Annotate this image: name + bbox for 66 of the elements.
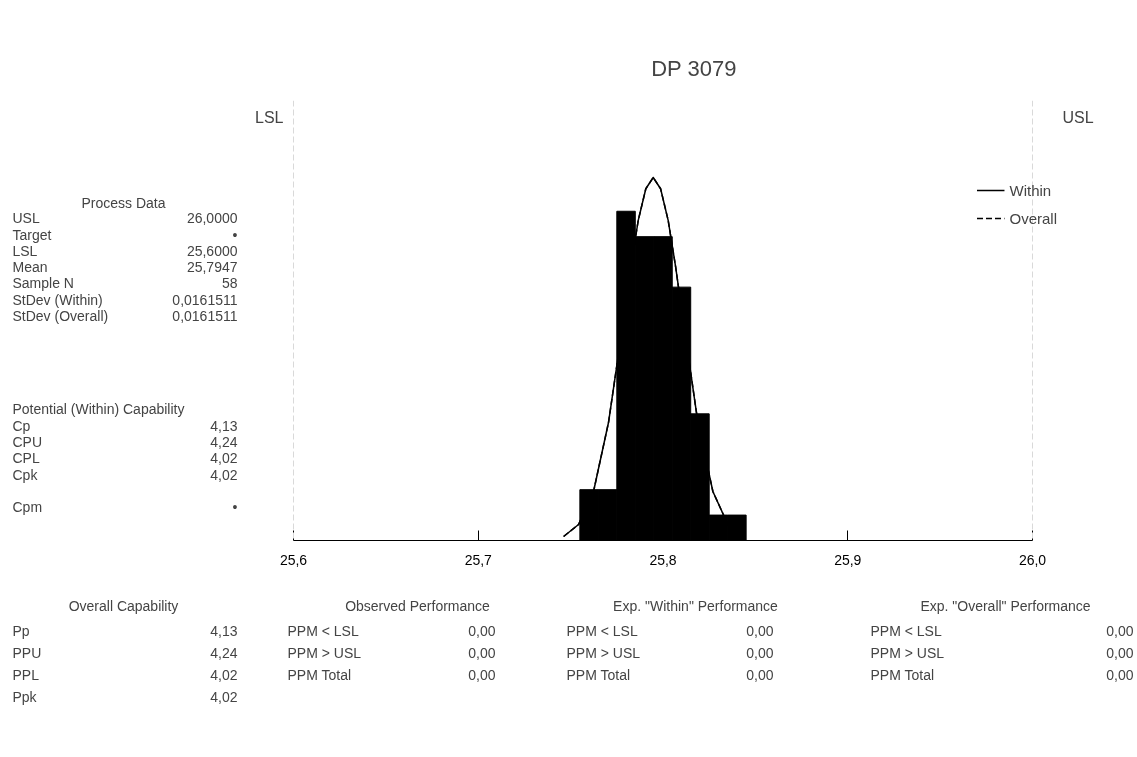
text: 25,7947 <box>186 258 238 275</box>
text: 0,0161511 <box>172 308 238 325</box>
text: Sample N <box>12 275 74 292</box>
text: 0,00 <box>468 666 496 683</box>
text: Overall Capability <box>68 597 179 614</box>
text: 58 <box>221 275 238 292</box>
text: 0,00 <box>1106 622 1134 639</box>
text: Cpm <box>12 498 43 515</box>
text: 4,02 <box>210 688 238 705</box>
chart-title: DP 3079 <box>651 55 737 81</box>
ref-line-label: LSL <box>255 109 284 126</box>
x-tick-label: 25,6 <box>279 551 308 568</box>
text: Observed Performance <box>345 597 491 614</box>
text: 0,00 <box>746 622 774 639</box>
text: Cp <box>12 417 31 434</box>
text: PPM < LSL <box>870 622 942 639</box>
text: StDev (Overall) <box>12 308 109 325</box>
text: 4,24 <box>210 644 238 661</box>
text: Exp. "Overall" Performance <box>920 597 1091 614</box>
text: PPM < LSL <box>287 622 359 639</box>
text: PPM Total <box>870 666 935 683</box>
text: 4,13 <box>210 417 238 434</box>
text: Mean <box>12 258 48 275</box>
text: Cpk <box>12 466 39 483</box>
text: PPM Total <box>287 666 352 683</box>
text: • <box>232 498 238 515</box>
text: PPM > USL <box>870 644 945 661</box>
text: 0,00 <box>1106 666 1134 683</box>
x-tick-label: 26,0 <box>1018 551 1047 568</box>
text: 0,00 <box>1106 644 1134 661</box>
text: 0,00 <box>468 622 496 639</box>
text: PPM Total <box>566 666 631 683</box>
text: 0,0161511 <box>172 291 238 308</box>
text: 4,02 <box>210 666 238 683</box>
text: CPU <box>12 434 43 451</box>
text: • <box>232 226 238 243</box>
text: CPL <box>12 450 40 467</box>
text: 4,13 <box>210 622 238 639</box>
text: Process Data <box>81 194 166 211</box>
legend-label: Overall <box>1009 209 1057 227</box>
text: StDev (Within) <box>12 291 103 308</box>
text: Ppk <box>12 688 38 705</box>
text: Target <box>12 226 52 243</box>
text: Pp <box>12 622 30 639</box>
text: LSL <box>12 243 38 260</box>
text: Potential (Within) Capability <box>12 400 185 417</box>
text: 4,02 <box>210 466 238 483</box>
text: 25,6000 <box>186 243 238 260</box>
text: PPM < LSL <box>566 622 638 639</box>
text: 4,02 <box>210 450 238 467</box>
text: PPM > USL <box>566 644 641 661</box>
text: 0,00 <box>468 644 496 661</box>
text: PPL <box>12 666 40 683</box>
text: 0,00 <box>746 666 774 683</box>
text: Exp. "Within" Performance <box>613 597 779 614</box>
text: 0,00 <box>746 644 774 661</box>
ref-line-label: USL <box>1062 109 1094 126</box>
text: 26,0000 <box>186 210 238 227</box>
x-tick-label: 25,8 <box>649 551 677 568</box>
text: USL <box>12 210 40 227</box>
text: PPU <box>12 644 42 661</box>
x-tick-label: 25,7 <box>464 551 493 568</box>
text: PPM > USL <box>287 644 362 661</box>
legend-label: Within <box>1009 181 1052 199</box>
text: 4,24 <box>210 434 238 451</box>
x-tick-label: 25,9 <box>834 551 862 568</box>
